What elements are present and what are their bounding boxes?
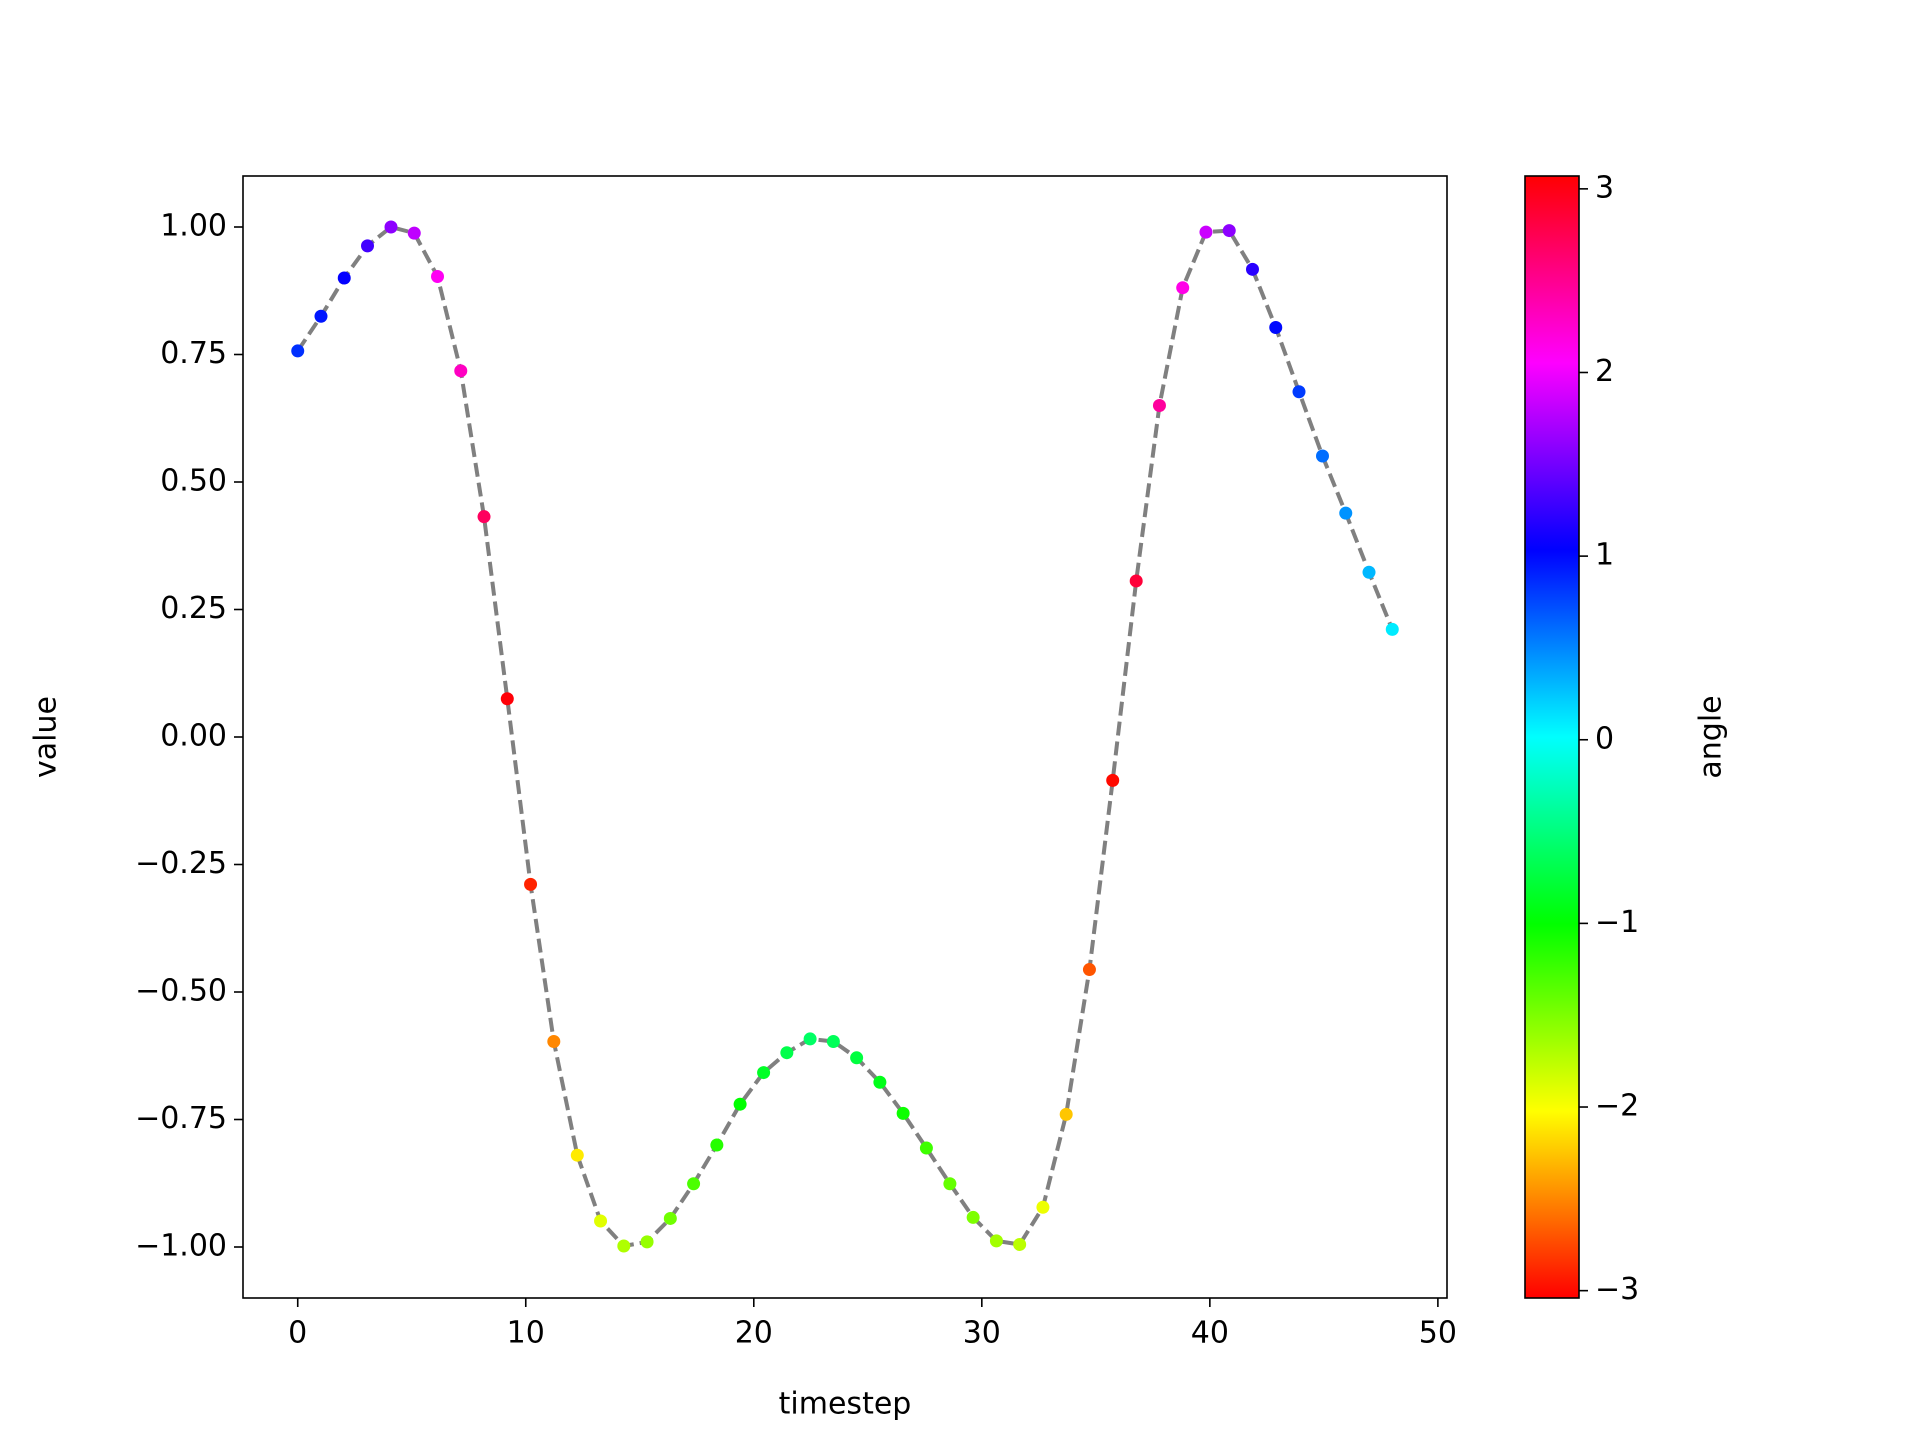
- point: [826, 1034, 840, 1048]
- y-tick-label: −1.00: [135, 1229, 227, 1264]
- point: [989, 1234, 1003, 1248]
- point: [1013, 1237, 1027, 1251]
- colorbar-tick-label: 2: [1595, 354, 1614, 389]
- point: [524, 877, 538, 891]
- y-tick-label: 0.00: [160, 719, 227, 754]
- point: [687, 1177, 701, 1191]
- colorbar-tick-label: 1: [1595, 538, 1614, 573]
- x-tick-label: 0: [288, 1316, 307, 1351]
- y-tick-label: −0.50: [135, 974, 227, 1009]
- colorbar-tick-label: −3: [1595, 1272, 1639, 1307]
- point: [1199, 225, 1213, 239]
- point: [1176, 281, 1190, 295]
- point: [966, 1210, 980, 1224]
- point: [361, 239, 375, 253]
- point: [617, 1239, 631, 1253]
- point: [1269, 320, 1283, 334]
- y-tick-label: −0.25: [135, 846, 227, 881]
- x-tick-label: 50: [1419, 1316, 1457, 1351]
- x-tick-label: 40: [1191, 1316, 1229, 1351]
- y-tick-label: −0.75: [135, 1101, 227, 1136]
- colorbar: [1524, 175, 1580, 1299]
- point: [1362, 565, 1376, 579]
- point: [1245, 262, 1259, 276]
- point: [663, 1211, 677, 1225]
- point: [780, 1046, 794, 1060]
- x-axis-label: timestep: [779, 1387, 912, 1422]
- point: [733, 1097, 747, 1111]
- point: [384, 220, 398, 234]
- point: [314, 309, 328, 323]
- point: [291, 344, 305, 358]
- point: [570, 1148, 584, 1162]
- point: [594, 1214, 608, 1228]
- point: [407, 226, 421, 240]
- colorbar-tick-label: 3: [1595, 170, 1614, 205]
- point: [803, 1032, 817, 1046]
- colorbar-label: angle: [1694, 695, 1729, 778]
- point: [919, 1141, 933, 1155]
- x-tick-label: 30: [963, 1316, 1001, 1351]
- point: [1385, 622, 1399, 636]
- point: [547, 1034, 561, 1048]
- point: [1082, 963, 1096, 977]
- point: [710, 1138, 724, 1152]
- point: [640, 1235, 654, 1249]
- point: [431, 269, 445, 283]
- point: [873, 1075, 887, 1089]
- point: [1292, 385, 1306, 399]
- point: [1339, 506, 1353, 520]
- point: [1152, 399, 1166, 412]
- y-tick-label: 0.75: [160, 336, 227, 371]
- point: [1129, 574, 1143, 588]
- line: [296, 225, 1395, 1248]
- point: [477, 510, 491, 524]
- point: [850, 1051, 864, 1065]
- point: [1036, 1200, 1050, 1214]
- point: [500, 692, 514, 706]
- point: [1222, 224, 1236, 238]
- y-axis-label: value: [29, 696, 64, 778]
- x-tick-label: 10: [507, 1316, 545, 1351]
- plot-frame: [242, 175, 1448, 1299]
- point: [337, 271, 351, 285]
- point: [1315, 449, 1329, 463]
- point: [757, 1066, 771, 1080]
- point: [454, 364, 468, 378]
- point: [1059, 1107, 1073, 1121]
- point: [896, 1106, 910, 1120]
- colorbar-tick-label: −1: [1595, 905, 1639, 940]
- point: [943, 1177, 957, 1191]
- colorbar-tick-label: 0: [1595, 721, 1614, 756]
- x-tick-label: 20: [735, 1316, 773, 1351]
- y-tick-label: 0.50: [160, 464, 227, 499]
- y-tick-label: 0.25: [160, 591, 227, 626]
- point: [1106, 773, 1120, 787]
- colorbar-tick-label: −2: [1595, 1089, 1639, 1124]
- y-tick-label: 1.00: [160, 209, 227, 244]
